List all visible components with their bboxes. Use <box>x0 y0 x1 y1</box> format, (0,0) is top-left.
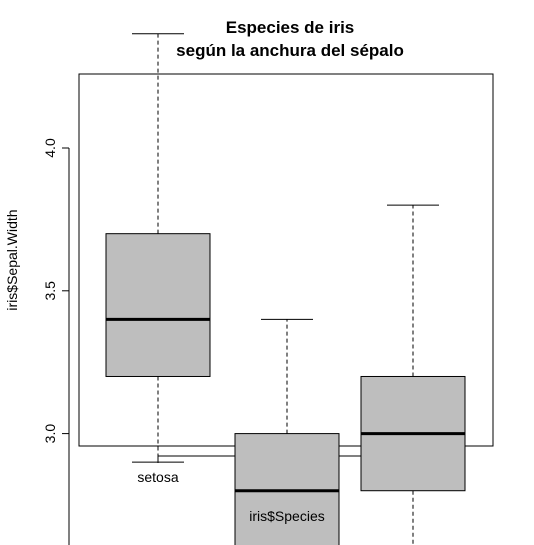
iqr-box <box>105 233 211 377</box>
y-axis: 2.02.53.03.54.0 <box>42 138 70 545</box>
box-virginica <box>360 204 466 545</box>
box-versicolor <box>234 318 340 545</box>
chart-title-line1: Especies de iris <box>226 18 355 37</box>
boxes <box>105 33 466 545</box>
y-tick-label: 3.0 <box>42 424 58 444</box>
x-axis-label: iris$Species <box>249 508 324 524</box>
y-tick-label: 4.0 <box>42 138 58 158</box>
y-tick-label: 3.5 <box>42 281 58 301</box>
y-axis-label: iris$Sepal.Width <box>4 209 20 310</box>
box-setosa <box>105 33 211 463</box>
x-tick-label: setosa <box>137 469 178 485</box>
chart-title-line2: según la anchura del sépalo <box>176 41 404 60</box>
